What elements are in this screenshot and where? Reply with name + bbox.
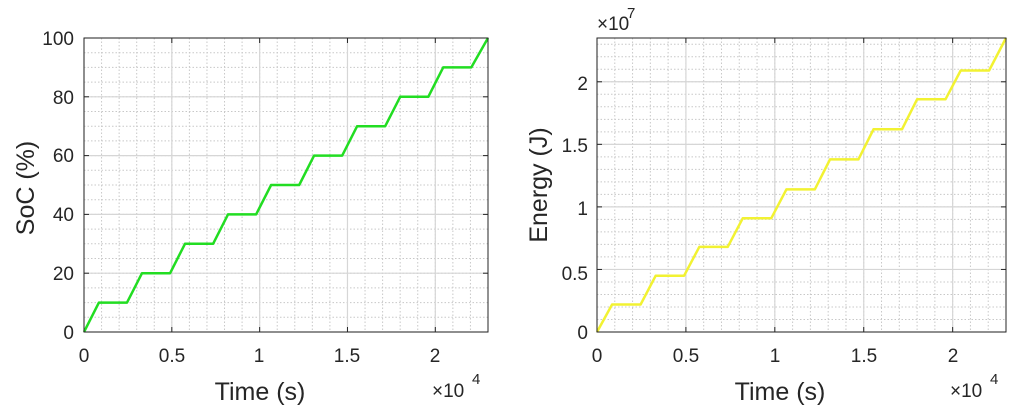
energy-y-multiplier: ×10 7 xyxy=(597,5,635,35)
energy-x-tick-label: 0 xyxy=(592,346,603,367)
soc-series-line xyxy=(82,37,490,333)
energy-ticks xyxy=(596,38,1006,333)
soc-y-tick-labels: 0 20 40 60 80 100 xyxy=(42,29,74,344)
energy-y-axis-label: Energy (J) xyxy=(525,127,553,242)
energy-x-tick-label: 2 xyxy=(948,346,959,367)
soc-y-tick-label: 60 xyxy=(53,146,74,167)
soc-x-axis-label: Time (s) xyxy=(215,378,306,406)
soc-y-tick-label: 100 xyxy=(42,29,74,50)
soc-x-multiplier-exponent: 4 xyxy=(472,371,480,388)
soc-ticks xyxy=(83,37,488,333)
soc-x-tick-label: 1 xyxy=(254,346,265,367)
energy-x-tick-label: 1 xyxy=(770,346,781,367)
energy-y-tick-label: 1 xyxy=(577,199,588,220)
energy-x-multiplier-base: ×10 xyxy=(950,381,982,402)
energy-x-tick-label: 1.5 xyxy=(851,346,877,367)
soc-x-tick-label: 2 xyxy=(430,346,441,367)
soc-y-tick-label: 0 xyxy=(63,323,74,344)
energy-axes-box xyxy=(596,37,1007,333)
soc-chart: 0 0.5 1 1.5 2 0 20 40 60 80 100 Time (s)… xyxy=(12,29,490,406)
soc-x-multiplier: ×10 4 xyxy=(432,371,480,402)
energy-y-tick-label: 0.5 xyxy=(562,264,588,285)
soc-x-multiplier-base: ×10 xyxy=(432,381,464,402)
energy-y-tick-label: 1.5 xyxy=(562,136,588,157)
soc-axes-box xyxy=(83,37,489,333)
soc-x-tick-label: 0.5 xyxy=(159,346,185,367)
soc-x-tick-label: 0 xyxy=(79,346,90,367)
soc-y-tick-label: 80 xyxy=(53,88,74,109)
energy-y-tick-label: 2 xyxy=(577,74,588,95)
soc-y-tick-label: 40 xyxy=(53,205,74,226)
energy-y-multiplier-exponent: 7 xyxy=(627,5,635,22)
energy-x-tick-labels: 0 0.5 1 1.5 2 xyxy=(592,346,959,367)
energy-series-line xyxy=(595,37,1008,333)
soc-y-tick-label: 20 xyxy=(53,264,74,285)
energy-x-tick-label: 0.5 xyxy=(673,346,699,367)
energy-y-tick-labels: 0 0.5 1 1.5 2 xyxy=(562,74,588,344)
energy-x-multiplier: ×10 4 xyxy=(950,371,998,402)
energy-x-axis-label: Time (s) xyxy=(735,378,826,406)
soc-x-tick-labels: 0 0.5 1 1.5 2 xyxy=(79,346,441,367)
energy-x-multiplier-exponent: 4 xyxy=(990,371,998,388)
soc-x-tick-label: 1.5 xyxy=(334,346,360,367)
energy-chart: 0 0.5 1 1.5 2 0 0.5 1 1.5 2 ×10 7 Time (… xyxy=(525,5,1008,406)
energy-y-multiplier-base: ×10 xyxy=(597,14,629,35)
energy-plot-area xyxy=(597,38,1006,332)
soc-y-axis-label: SoC (%) xyxy=(12,141,40,235)
energy-y-tick-label: 0 xyxy=(577,323,588,344)
